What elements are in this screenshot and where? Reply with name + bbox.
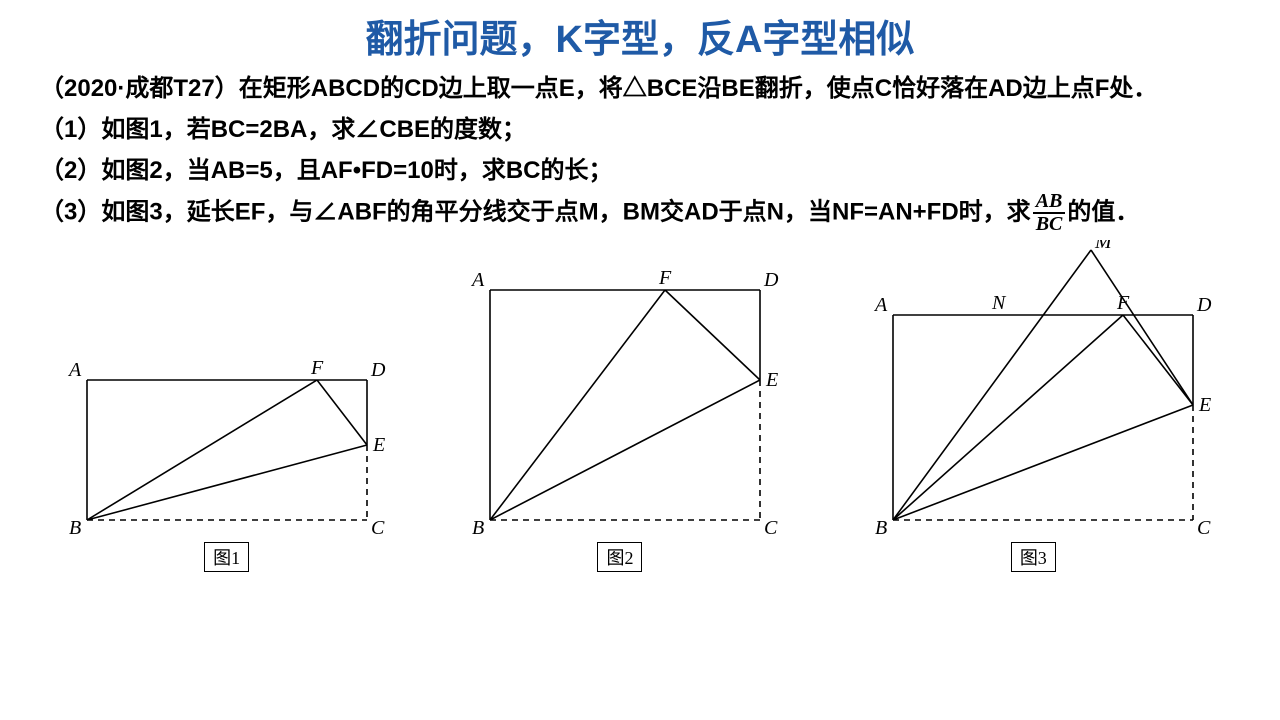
svg-text:D: D	[763, 269, 779, 291]
figure-3-label: 图3	[1011, 542, 1056, 572]
figure-1-svg: A B C D F E	[57, 340, 397, 540]
fraction-ab-bc: ABBC	[1033, 191, 1066, 235]
figure-3-svg: A B C D F E N M	[843, 240, 1223, 540]
svg-text:N: N	[991, 292, 1007, 314]
figure-2-label: 图2	[597, 542, 642, 572]
svg-text:A: A	[470, 269, 485, 291]
problem-q1: （1）如图1，若BC=2BA，求∠CBE的度数；	[40, 110, 1240, 151]
svg-text:C: C	[764, 517, 778, 539]
problem-q3: （3）如图3，延长EF，与∠ABF的角平分线交于点M，BM交AD于点N，当NF=…	[40, 191, 1240, 235]
figure-3: A B C D F E N M 图3	[843, 240, 1223, 572]
problem-q2: （2）如图2，当AB=5，且AF•FD=10时，求BC的长；	[40, 151, 1240, 192]
svg-text:B: B	[875, 517, 887, 539]
problem-intro: （2020·成都T27）在矩形ABCD的CD边上取一点E，将△BCE沿BE翻折，…	[40, 69, 1240, 110]
svg-text:F: F	[658, 267, 672, 289]
q3-part-a: （3）如图3，延长EF，与∠ABF的角平分线交于点M，BM交AD于点N，当NF=…	[40, 199, 1031, 226]
svg-text:D: D	[370, 359, 386, 381]
svg-text:C: C	[371, 517, 385, 539]
svg-text:F: F	[310, 357, 324, 379]
figures-row: A B C D F E 图1 A B C D F E 图2 A B C D F E N M 图3	[0, 240, 1280, 582]
svg-text:A: A	[67, 359, 82, 381]
frac-num: AB	[1033, 191, 1066, 214]
svg-text:E: E	[372, 434, 385, 456]
svg-text:B: B	[69, 517, 81, 539]
svg-text:E: E	[765, 369, 778, 391]
q3-part-b: 的值．	[1067, 199, 1139, 226]
svg-text:A: A	[873, 294, 888, 316]
svg-text:D: D	[1196, 294, 1212, 316]
svg-text:C: C	[1197, 517, 1211, 539]
page-title: 翻折问题，K字型，反A字型相似	[0, 0, 1280, 69]
figure-2-svg: A B C D F E	[450, 260, 790, 540]
svg-text:F: F	[1116, 292, 1130, 314]
figure-1-label: 图1	[204, 542, 249, 572]
svg-text:E: E	[1198, 394, 1211, 416]
frac-den: BC	[1033, 214, 1066, 235]
problem-text: （2020·成都T27）在矩形ABCD的CD边上取一点E，将△BCE沿BE翻折，…	[0, 69, 1280, 235]
svg-text:M: M	[1094, 240, 1113, 253]
svg-text:B: B	[472, 517, 484, 539]
figure-1: A B C D F E 图1	[57, 340, 397, 572]
figure-2: A B C D F E 图2	[450, 260, 790, 572]
